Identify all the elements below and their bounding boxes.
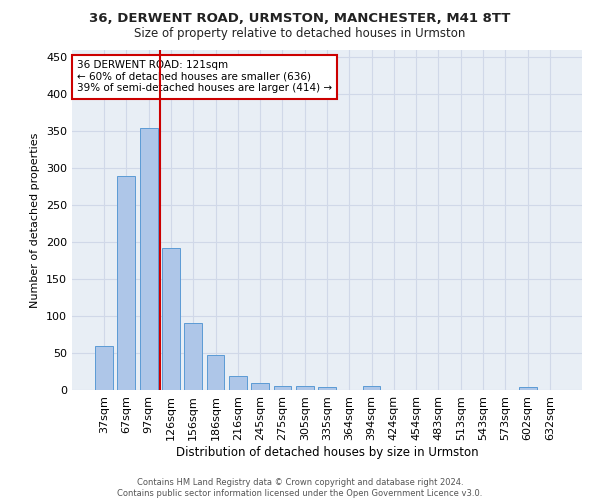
Text: 36, DERWENT ROAD, URMSTON, MANCHESTER, M41 8TT: 36, DERWENT ROAD, URMSTON, MANCHESTER, M… bbox=[89, 12, 511, 26]
Bar bbox=[251, 384, 269, 390]
Text: 36 DERWENT ROAD: 121sqm
← 60% of detached houses are smaller (636)
39% of semi-d: 36 DERWENT ROAD: 121sqm ← 60% of detache… bbox=[77, 60, 332, 94]
Bar bbox=[184, 322, 202, 390]
Bar bbox=[518, 387, 536, 390]
Bar bbox=[318, 387, 336, 390]
Bar bbox=[229, 376, 247, 390]
Bar bbox=[206, 356, 224, 390]
Bar bbox=[140, 128, 158, 390]
Bar bbox=[118, 176, 136, 390]
X-axis label: Distribution of detached houses by size in Urmston: Distribution of detached houses by size … bbox=[176, 446, 478, 458]
Bar bbox=[95, 346, 113, 390]
Bar bbox=[162, 248, 180, 390]
Bar bbox=[274, 386, 292, 390]
Bar bbox=[362, 386, 380, 390]
Y-axis label: Number of detached properties: Number of detached properties bbox=[31, 132, 40, 308]
Text: Size of property relative to detached houses in Urmston: Size of property relative to detached ho… bbox=[134, 28, 466, 40]
Bar bbox=[296, 386, 314, 390]
Text: Contains HM Land Registry data © Crown copyright and database right 2024.
Contai: Contains HM Land Registry data © Crown c… bbox=[118, 478, 482, 498]
